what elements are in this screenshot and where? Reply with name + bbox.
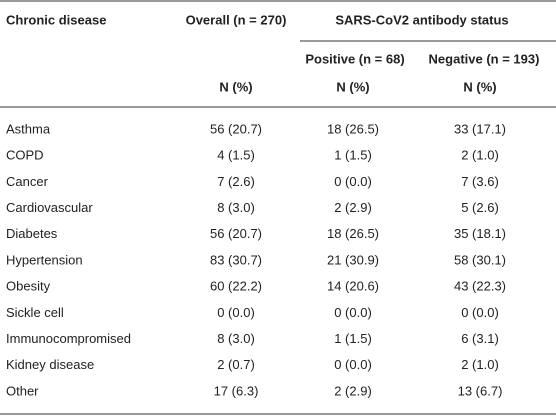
row-label: Kidney disease — [6, 357, 94, 372]
row-label: Obesity — [6, 279, 51, 294]
cell: 6 (3.1) — [461, 331, 499, 346]
cell: 58 (30.1) — [454, 252, 506, 267]
cell: 83 (30.7) — [210, 252, 262, 267]
header-cell: SARS-CoV2 antibody status — [335, 12, 508, 27]
cell: 0 (0.0) — [334, 305, 372, 320]
cell: 60 (22.2) — [210, 279, 262, 294]
cell: 33 (17.1) — [454, 121, 506, 136]
cell: 2 (2.9) — [334, 383, 372, 398]
row-label: Sickle cell — [6, 305, 64, 320]
cell: 2 (1.0) — [461, 148, 499, 163]
cell: 2 (1.0) — [461, 357, 499, 372]
row-label: Cancer — [6, 174, 49, 189]
cell: 18 (26.5) — [327, 226, 379, 241]
cell: 5 (2.6) — [461, 200, 499, 215]
cell: 4 (1.5) — [217, 148, 255, 163]
header-cell: Negative (n = 193) — [429, 51, 540, 66]
cell: 56 (20.7) — [210, 121, 262, 136]
row-label: Cardiovascular — [6, 200, 93, 215]
cell: 1 (1.5) — [334, 148, 372, 163]
cell: 17 (6.3) — [214, 383, 259, 398]
cell: 43 (22.3) — [454, 279, 506, 294]
cell: 8 (3.0) — [217, 200, 255, 215]
cell: 1 (1.5) — [334, 331, 372, 346]
row-label: Diabetes — [6, 226, 58, 241]
row-label: Hypertension — [6, 252, 83, 267]
cell: 7 (3.6) — [461, 174, 499, 189]
cell: 7 (2.6) — [217, 174, 255, 189]
cell: 14 (20.6) — [327, 279, 379, 294]
cell: 35 (18.1) — [454, 226, 506, 241]
cell: 0 (0.0) — [461, 305, 499, 320]
cell: 0 (0.0) — [217, 305, 255, 320]
cell: 56 (20.7) — [210, 226, 262, 241]
cell: 2 (0.7) — [217, 357, 255, 372]
row-label: Asthma — [6, 121, 51, 136]
cell: 0 (0.0) — [334, 357, 372, 372]
cell: 18 (26.5) — [327, 121, 379, 136]
cell: 2 (2.9) — [334, 200, 372, 215]
header-cell: N (%) — [463, 79, 496, 94]
header-cell: Overall (n = 270) — [186, 12, 287, 27]
cell: 8 (3.0) — [217, 331, 255, 346]
header-cell: Positive (n = 68) — [305, 51, 404, 66]
cell: 21 (30.9) — [327, 252, 379, 267]
header-cell: N (%) — [219, 79, 252, 94]
header-cell: Chronic disease — [6, 12, 106, 27]
header-cell: N (%) — [336, 79, 369, 94]
cell: 13 (6.7) — [458, 383, 503, 398]
cell: 0 (0.0) — [334, 174, 372, 189]
row-label: COPD — [6, 148, 44, 163]
row-label: Other — [6, 383, 39, 398]
row-label: Immunocompromised — [6, 331, 131, 346]
